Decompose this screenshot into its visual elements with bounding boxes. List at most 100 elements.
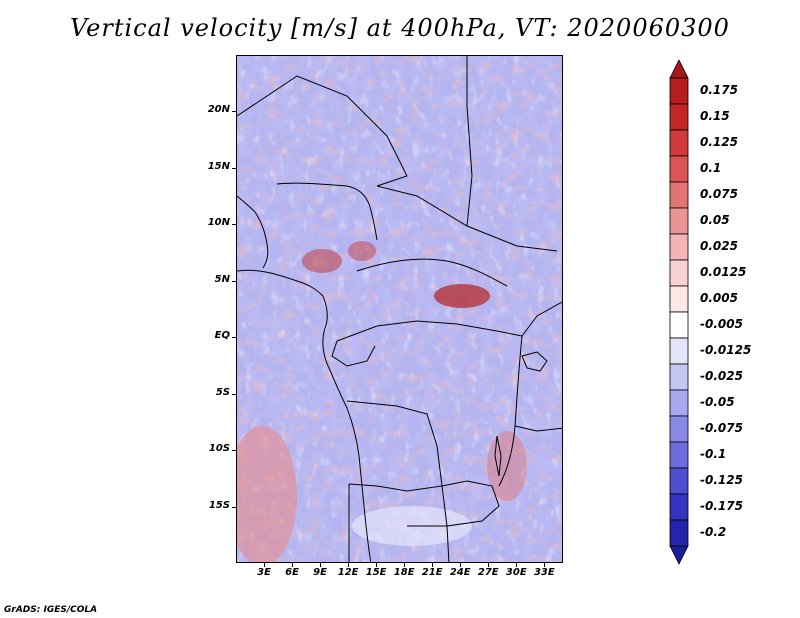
lat-tick-label: 15N (207, 160, 230, 172)
colorbar-label: -0.0125 (700, 343, 752, 357)
colorbar-label: -0.05 (700, 395, 735, 409)
colorbar-label: -0.005 (700, 317, 743, 331)
colorbar-label: 0.075 (700, 187, 738, 201)
colorbar-swatch (669, 441, 689, 469)
lon-tick-label: 6E (285, 567, 299, 578)
colorbar-label: 0.005 (700, 291, 738, 305)
border-angola (346, 400, 443, 492)
lon-tick-label: 12E (337, 567, 359, 578)
colorbar-label: 0.1 (700, 161, 722, 175)
border-sudan (376, 185, 558, 252)
lon-tick-label: 33E (533, 567, 555, 578)
colorbar-swatch (669, 415, 689, 443)
lon-tick (516, 563, 518, 567)
colorbar-swatch (669, 103, 689, 131)
lon-tick (348, 563, 350, 567)
lat-tick (232, 337, 236, 339)
colorbar-label: -0.1 (700, 447, 727, 461)
colorbar-swatch (669, 77, 689, 105)
subsidence-southwest-band (237, 426, 297, 562)
lat-tick (232, 224, 236, 226)
colorbar-swatch (669, 155, 689, 183)
lat-tick (232, 450, 236, 452)
map-panel (236, 55, 563, 563)
colorbar-swatch (669, 311, 689, 339)
lon-tick-label: 3E (257, 567, 271, 578)
lon-tick (292, 563, 294, 567)
border-ethiopia-kenya (521, 301, 562, 337)
colorbar-label: 0.15 (700, 109, 730, 123)
grads-credit: GrADS: IGES/COLA (4, 605, 98, 615)
lon-tick-label: 21E (421, 567, 443, 578)
lon-tick-label: 27E (477, 567, 499, 578)
lat-tick-label: 5N (214, 273, 230, 285)
lon-tick-label: 18E (393, 567, 415, 578)
colorbar (669, 60, 689, 565)
ascent-cluster-cameroon (348, 241, 376, 261)
colorbar-swatch (669, 337, 689, 365)
border-drc-east (498, 335, 523, 487)
lat-tick-label: 15S (208, 499, 230, 511)
map-title: Vertical velocity [m/s] at 400hPa, VT: 2… (70, 14, 730, 42)
lon-tick-label: 30E (505, 567, 527, 578)
border-botswana (407, 525, 450, 562)
lat-tick (232, 111, 236, 113)
border-sahara (237, 75, 408, 187)
ascent-cluster-west-africa (302, 249, 342, 273)
vertical-velocity-field (237, 56, 562, 562)
lat-tick-label: 5S (215, 386, 230, 398)
gulf-coast-north (237, 195, 269, 269)
colorbar-label: -0.2 (700, 525, 727, 539)
lon-tick (320, 563, 322, 567)
country-borders (237, 56, 562, 562)
border-nigeria-chad (276, 182, 378, 241)
colorbar-overflow-low (669, 545, 689, 565)
ascent-cluster-central-africa (434, 284, 490, 308)
border-libya-egypt (466, 56, 473, 227)
colorbar-label: 0.125 (700, 135, 738, 149)
colorbar-swatch (669, 467, 689, 495)
colorbar-swatch (669, 389, 689, 417)
colorbar-overflow-high (669, 60, 689, 79)
lon-tick-label: 9E (313, 567, 327, 578)
lon-tick (488, 563, 490, 567)
colorbar-label: -0.025 (700, 369, 743, 383)
colorbar-label: 0.175 (700, 83, 738, 97)
lake-victoria (521, 351, 548, 372)
colorbar-label: -0.125 (700, 473, 743, 487)
colorbar-swatch (669, 207, 689, 235)
border-drc-north (336, 320, 523, 342)
lon-tick-label: 24E (449, 567, 471, 578)
lake-tanganyika (494, 435, 502, 477)
colorbar-swatch (669, 363, 689, 391)
lon-tick (404, 563, 406, 567)
lon-tick (376, 563, 378, 567)
border-congo-gabon (331, 340, 376, 367)
colorbar-swatch (669, 233, 689, 261)
colorbar-label: -0.075 (700, 421, 743, 435)
lat-tick (232, 506, 236, 508)
lat-tick (232, 393, 236, 395)
lon-tick (432, 563, 434, 567)
lon-tick (544, 563, 546, 567)
colorbar-label: 0.05 (700, 213, 730, 227)
colorbar-swatch (669, 181, 689, 209)
border-tanzania (514, 425, 562, 432)
colorbar-label: 0.025 (700, 239, 738, 253)
lat-tick (232, 167, 236, 169)
lat-tick-label: EQ (214, 330, 230, 342)
colorbar-swatch (669, 259, 689, 287)
border-car (356, 258, 508, 287)
lat-tick (232, 280, 236, 282)
west-african-coast (237, 269, 372, 562)
lat-tick-label: 20N (207, 104, 230, 116)
lat-tick-label: 10S (208, 443, 230, 455)
colorbar-label: 0.0125 (700, 265, 747, 279)
lon-tick (460, 563, 462, 567)
lon-tick (264, 563, 266, 567)
colorbar-swatch (669, 285, 689, 313)
colorbar-swatch (669, 519, 689, 547)
colorbar-swatch (669, 493, 689, 521)
colorbar-swatch (669, 129, 689, 157)
colorbar-label: -0.175 (700, 499, 743, 513)
